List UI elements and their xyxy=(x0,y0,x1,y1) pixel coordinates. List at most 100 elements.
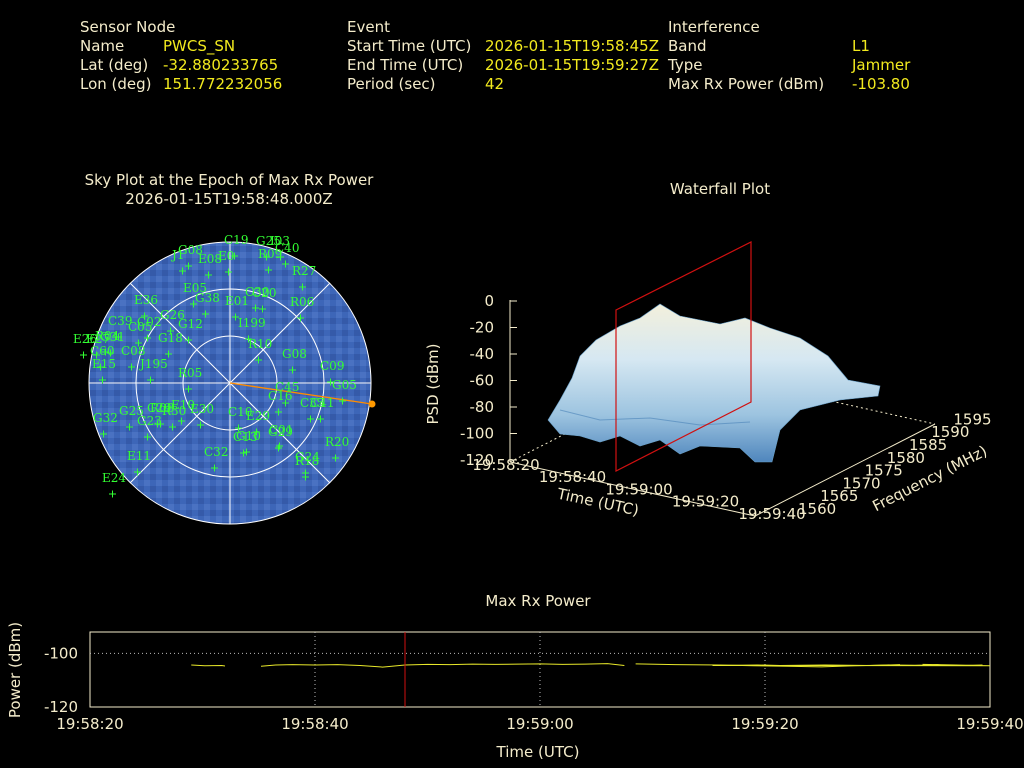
satellite-plus-icon xyxy=(255,356,262,364)
satellite-label: J1 xyxy=(170,248,184,262)
sensor-name-value: PWCS_SN xyxy=(163,37,236,55)
satellite-plus-icon xyxy=(134,468,141,476)
satellite-label: C35 xyxy=(300,396,324,410)
satellite-plus-icon xyxy=(109,490,116,498)
satellite-label: C60 xyxy=(90,344,114,358)
satellite-i199: I199 xyxy=(238,316,266,343)
satellite-label: C41 xyxy=(310,396,334,410)
waterfall-y-tick: 1580 xyxy=(887,449,925,467)
satellite-label: E36 xyxy=(134,293,158,307)
satellite-r10: R10 xyxy=(248,337,272,364)
sensor-node-heading: Sensor Node xyxy=(80,18,176,36)
satellite-c35: C35 xyxy=(300,396,324,423)
satellite-label: R08 xyxy=(150,401,174,415)
satellite-plus-icon xyxy=(253,428,260,436)
satellite-plus-icon xyxy=(299,283,306,291)
interference-type-value: Jammer xyxy=(852,56,911,74)
satellite-plus-icon xyxy=(185,262,192,270)
satellite-label: R20 xyxy=(325,435,349,449)
satellite-c08: C08 xyxy=(121,344,145,371)
satellite-plus-icon xyxy=(277,253,284,261)
waterfall-surface xyxy=(547,303,881,463)
power-chart-x-tick: 19:59:00 xyxy=(506,715,573,733)
satellite-label: C09 xyxy=(320,359,344,373)
satellite-e11: E11 xyxy=(127,449,151,476)
satellite-c01: C01 xyxy=(269,423,293,450)
satellite-plus-icon xyxy=(185,336,192,344)
power-chart-frame xyxy=(89,631,991,708)
satellite-label: R18 xyxy=(295,454,319,468)
satellite-label: C20 xyxy=(252,286,276,300)
satellite-label: C10 xyxy=(228,405,252,419)
satellite-e26: E26 xyxy=(73,332,97,359)
satellite-label: G08 xyxy=(178,243,203,257)
satellite-label: R09 xyxy=(258,247,282,261)
satellite-c45: C45 xyxy=(275,380,299,407)
satellite-r04: R04 xyxy=(95,329,120,356)
event-period-label: Period (sec) xyxy=(347,75,436,93)
satellite-label: E26 xyxy=(73,332,97,346)
satellite-plus-icon xyxy=(144,334,151,342)
satellite-label: C13 xyxy=(233,430,257,444)
satellite-plus-icon xyxy=(302,473,309,481)
waterfall-y-tick: 1565 xyxy=(820,487,858,505)
satellite-e0: E0 xyxy=(218,249,234,276)
interferer-bearing-line xyxy=(229,382,373,405)
satellite-label: R27 xyxy=(292,264,316,278)
satellite-label: C01 xyxy=(269,423,293,437)
satellite-label: G05 xyxy=(332,378,357,392)
waterfall-x-tick: 19:59:00 xyxy=(605,480,672,498)
satellite-g12: G12 xyxy=(178,317,203,344)
satellite-e10: E10 xyxy=(171,398,195,425)
satellite-plus-icon xyxy=(144,433,151,441)
event-start-value: 2026-01-15T19:58:45Z xyxy=(485,37,659,55)
satellite-label: R30 xyxy=(162,404,186,418)
satellite-c16: C16 xyxy=(268,389,292,416)
waterfall-x-tick: 19:58:40 xyxy=(539,468,606,486)
satellite-plus-icon xyxy=(126,423,133,431)
satellite-label: E27 xyxy=(86,332,110,346)
satellite-plus-icon xyxy=(297,314,304,322)
satellite-plus-icon xyxy=(80,351,87,359)
satellite-label: C16 xyxy=(268,389,292,403)
waterfall-y-tick: 1585 xyxy=(909,436,947,454)
power-series-segment xyxy=(260,663,625,668)
satellite-plus-icon xyxy=(107,349,114,357)
satellite-label: E15 xyxy=(92,357,116,371)
satellite-plus-icon xyxy=(157,420,164,428)
satellite-plus-icon xyxy=(282,260,289,268)
satellite-c30: C30 xyxy=(245,285,269,312)
satellite-r18: R18 xyxy=(295,454,319,481)
satellite-plus-icon xyxy=(135,339,142,347)
satellite-c02: C02 xyxy=(137,315,161,342)
satellite-e29: E29 xyxy=(246,409,270,436)
interference-band-value: L1 xyxy=(852,37,870,55)
satellite-e27: E27 xyxy=(86,332,110,359)
satellite-plus-icon xyxy=(197,421,204,429)
satellite-label: E0 xyxy=(218,249,234,263)
interference-heading: Interference xyxy=(668,18,760,36)
satellite-e30: E30 xyxy=(190,402,214,429)
satellite-label: E10 xyxy=(171,398,195,412)
satellite-plus-icon xyxy=(141,312,148,320)
satellite-plus-icon xyxy=(165,350,172,358)
satellite-plus-icon xyxy=(289,366,296,374)
satellite-c41: C41 xyxy=(310,396,334,423)
waterfall-y-tick: 1595 xyxy=(953,410,991,428)
satellite-plus-icon xyxy=(252,304,259,312)
waterfall-z-tick: -60 xyxy=(470,372,495,390)
satellite-label: G12 xyxy=(178,317,203,331)
waterfall-epoch-plane xyxy=(615,241,752,472)
satellite-label: C45 xyxy=(275,380,299,394)
satellite-label: C29 xyxy=(147,401,171,415)
satellite-label: R05 xyxy=(178,366,202,380)
satellite-plus-icon xyxy=(235,424,242,432)
power-chart-xlabel: Time (UTC) xyxy=(496,743,580,761)
satellite-plus-icon xyxy=(202,310,209,318)
waterfall-z-tick: -20 xyxy=(470,319,495,337)
satellite-c05: C05 xyxy=(128,320,152,347)
satellite-plus-icon xyxy=(100,430,107,438)
satellite-label: C30 xyxy=(245,285,269,299)
satellite-c20: C20 xyxy=(252,286,276,313)
skyplot-title: Sky Plot at the Epoch of Max Rx Power xyxy=(84,171,374,189)
